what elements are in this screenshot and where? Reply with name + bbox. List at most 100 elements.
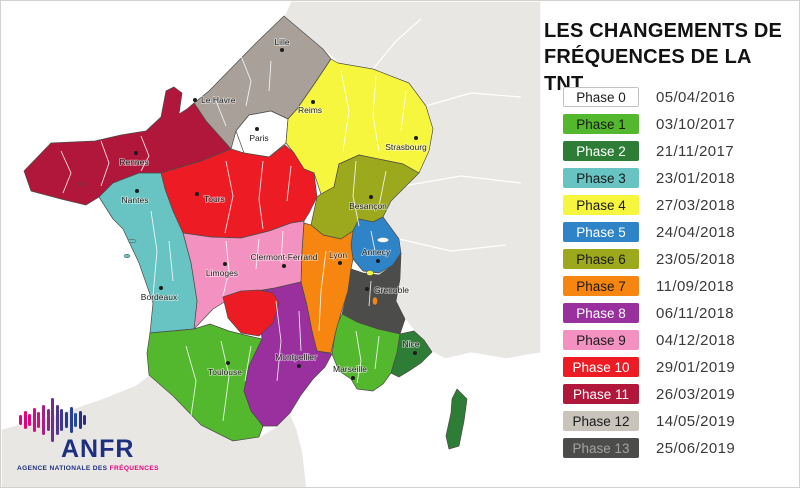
department-border (100, 140, 110, 187)
city-dot-clermont-ferrand (282, 264, 286, 268)
spot-belle-ile (76, 181, 86, 187)
city-dot-lille (280, 48, 284, 52)
phase-swatch: Phase 12 (563, 411, 639, 431)
phase-swatch: Phase 1 (563, 114, 639, 134)
phase-swatch: Phase 8 (563, 303, 639, 323)
department-border (340, 70, 350, 152)
department-border (280, 230, 284, 264)
legend-row-phase-1: Phase 1 03/10/2017 (563, 114, 735, 134)
phase-swatch: Phase 13 (563, 438, 639, 458)
department-border (368, 280, 372, 307)
department-border (298, 310, 302, 352)
department-border (140, 135, 150, 172)
france-map: Lille Le Havre Paris Reims Strasbourg Rennes N… (1, 1, 541, 487)
city-label-nice: Nice (402, 339, 419, 349)
legend-row-phase-11: Phase 11 26/03/2019 (563, 384, 735, 404)
city-dot-toulouse (226, 361, 230, 365)
soundwave-bar (19, 415, 22, 425)
soundwave-bar (69, 407, 73, 433)
city-dot-tours (195, 192, 199, 196)
country-border (398, 238, 507, 252)
department-border (224, 160, 234, 234)
city-dot-reims (311, 100, 315, 104)
anfr-soundwave-icon (19, 397, 88, 443)
phase-swatch: Phase 3 (563, 168, 639, 188)
department-border (286, 165, 292, 202)
legend-row-phase-9: Phase 9 04/12/2018 (563, 330, 735, 350)
anfr-tagline-accent: FRÉQUENCES (109, 465, 159, 472)
phase-swatch: Phase 5 (563, 222, 639, 242)
city-label-strasbourg: Strasbourg (385, 142, 427, 152)
phase-swatch: Phase 4 (563, 195, 639, 215)
soundwave-bar (51, 398, 55, 442)
department-border (244, 345, 252, 382)
city-label-besan-on: Besançon (349, 201, 387, 211)
legend-row-phase-13: Phase 13 25/06/2019 (563, 438, 735, 458)
city-label-rennes: Rennes (119, 157, 148, 167)
region-cote-azur (390, 330, 433, 378)
spot-ile-oleron (123, 253, 131, 259)
department-border (150, 210, 158, 297)
phase-date: 26/03/2019 (656, 385, 736, 403)
legend-row-phase-12: Phase 12 14/05/2019 (563, 411, 735, 431)
city-dot-le-havre (193, 98, 197, 102)
region-provence (331, 313, 401, 392)
city-dot-strasbourg (414, 136, 418, 140)
soundwave-bar (60, 409, 64, 431)
anfr-logo: ANFR AGENCE NATIONALE DES FRÉQUENCES (17, 397, 167, 477)
phase-swatch: Phase 7 (563, 276, 639, 296)
legend-row-phase-2: Phase 2 21/11/2017 (563, 141, 735, 161)
department-border (352, 160, 360, 227)
soundwave-bar (78, 411, 82, 429)
phase-date: 25/06/2019 (656, 439, 736, 457)
country-border (425, 92, 522, 107)
soundwave-bar (55, 405, 59, 435)
legend-panel: LES CHANGEMENTS DE FRÉQUENCES DE LA TNT … (541, 1, 799, 487)
city-label-tours: Tours (204, 194, 225, 204)
department-border (370, 230, 376, 252)
department-border (215, 100, 227, 127)
soundwave-bar (64, 412, 68, 428)
country-border (372, 18, 422, 70)
city-label-nantes: Nantes (122, 195, 149, 205)
anfr-tagline: AGENCE NATIONALE DES FRÉQUENCES (17, 465, 159, 472)
city-label-lyon: Lyon (329, 250, 347, 260)
city-label-bordeaux: Bordeaux (141, 292, 178, 302)
city-dot-besan-on (369, 195, 373, 199)
country-border (402, 175, 522, 187)
region-corse (445, 388, 468, 450)
soundwave-bar (23, 411, 27, 429)
city-dot-nice (413, 351, 417, 355)
phase-date: 27/03/2018 (656, 196, 736, 214)
city-label-clermont-ferrand: Clermont-Ferrand (250, 252, 317, 262)
department-border (275, 300, 282, 382)
spot-ile-de-re (127, 238, 137, 244)
city-dot-montpellier (297, 364, 301, 368)
legend-row-phase-10: Phase 10 29/01/2019 (563, 357, 735, 377)
department-border (168, 240, 174, 282)
city-dot-grenoble (365, 287, 369, 291)
anfr-wordmark: ANFR (61, 435, 135, 463)
phase-date: 11/09/2018 (656, 277, 734, 295)
phase-date: 23/05/2018 (656, 250, 736, 268)
city-dot-lyon (338, 261, 342, 265)
phase-date: 04/12/2018 (656, 331, 736, 349)
phase-swatch: Phase 10 (563, 357, 639, 377)
city-dot-bordeaux (159, 286, 163, 290)
anfr-tagline-main: AGENCE NATIONALE DES (17, 465, 110, 472)
department-border (400, 90, 407, 132)
legend-row-phase-0: Phase 0 05/04/2016 (563, 87, 735, 107)
department-border (258, 160, 264, 230)
phase-swatch: Phase 6 (563, 249, 639, 269)
department-border (318, 250, 327, 332)
city-label-reims: Reims (298, 105, 322, 115)
soundwave-bar (28, 414, 32, 426)
city-dot-limoges (223, 262, 227, 266)
spot-lac-leman (377, 237, 389, 243)
phase-date: 23/01/2018 (656, 169, 736, 187)
phase-swatch: Phase 2 (563, 141, 639, 161)
department-border (60, 150, 72, 194)
legend-row-phase-4: Phase 4 27/03/2018 (563, 195, 735, 215)
region-atlantique (98, 172, 198, 334)
